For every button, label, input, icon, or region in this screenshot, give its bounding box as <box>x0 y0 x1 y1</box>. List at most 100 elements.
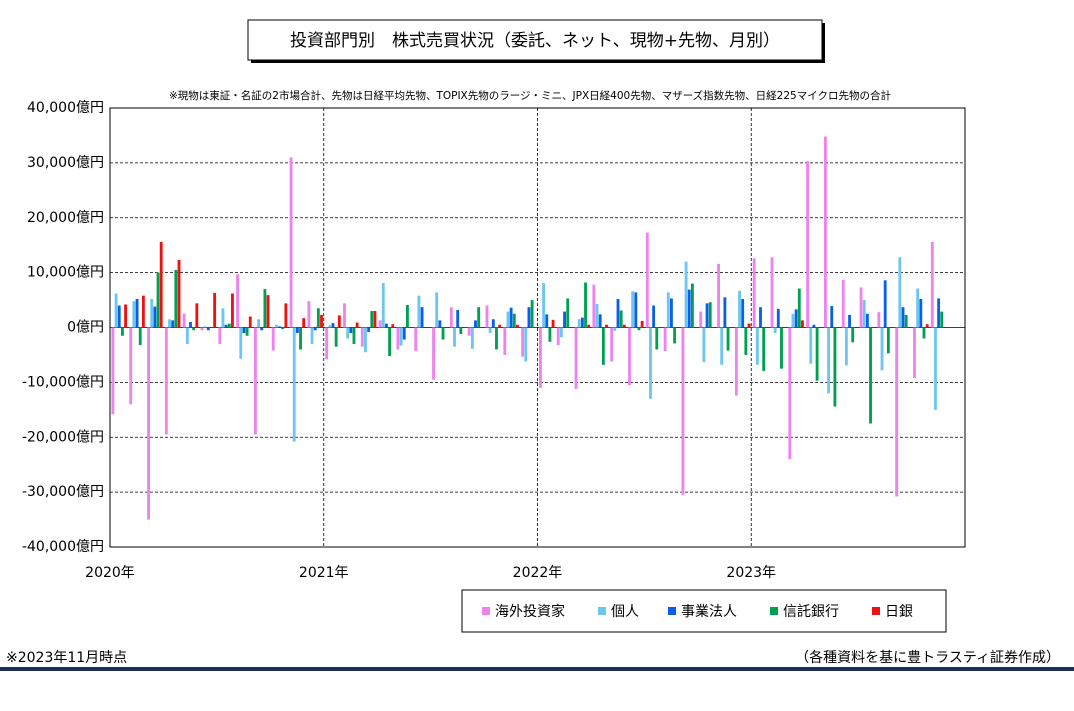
bar <box>320 314 323 328</box>
bar <box>307 301 311 328</box>
bar <box>844 327 848 366</box>
bar <box>556 327 560 346</box>
bar <box>248 316 252 328</box>
bar <box>726 327 730 351</box>
bar <box>111 327 115 415</box>
bar <box>780 327 783 369</box>
bar <box>263 289 267 328</box>
bar <box>755 327 759 365</box>
bar <box>271 327 275 351</box>
bar <box>281 327 285 330</box>
bar <box>174 269 178 328</box>
bar <box>221 308 225 328</box>
bar <box>449 307 453 328</box>
bar <box>527 307 531 328</box>
bar <box>355 322 359 328</box>
bar <box>402 327 406 340</box>
bar <box>797 288 801 328</box>
bar <box>260 327 264 331</box>
bar <box>622 324 626 328</box>
bar <box>503 327 507 355</box>
x-tick-label: 2021年 <box>299 565 349 581</box>
bar <box>830 306 834 328</box>
bar <box>367 327 371 332</box>
bar <box>794 309 798 328</box>
bar <box>913 327 916 378</box>
bar <box>168 319 171 328</box>
legend: 海外投資家 個人 事業法人 信託銀行 日銀 <box>482 603 913 620</box>
bar <box>153 306 157 328</box>
bar <box>640 320 644 328</box>
bar <box>637 327 641 331</box>
bar <box>239 327 243 359</box>
bar <box>177 260 181 328</box>
bar <box>185 327 189 344</box>
legend-label: 信託銀行 <box>783 604 839 620</box>
bar <box>801 320 804 328</box>
bar <box>343 303 346 328</box>
bar <box>257 319 261 328</box>
legend-swatch <box>668 607 676 615</box>
bar <box>542 283 546 328</box>
bar <box>435 292 439 328</box>
bar <box>313 327 317 331</box>
bar <box>687 289 691 328</box>
bar <box>699 311 703 328</box>
bar <box>592 284 596 328</box>
bar <box>192 327 196 331</box>
bar <box>388 327 392 357</box>
bar <box>937 298 941 328</box>
bar <box>141 295 145 328</box>
bar <box>373 311 377 328</box>
bar <box>135 298 139 328</box>
source: （各種資料を基に豊トラスティ証券作成） <box>795 649 1060 666</box>
bar <box>396 327 400 350</box>
bar <box>218 327 222 344</box>
legend-label: 個人 <box>611 604 639 620</box>
bottom-rule <box>0 667 1074 671</box>
bar <box>227 323 231 328</box>
bar <box>292 327 296 442</box>
bar <box>684 261 688 328</box>
bar <box>171 320 175 328</box>
bar <box>385 323 388 328</box>
bar <box>930 241 934 328</box>
bar <box>117 305 121 328</box>
bar <box>595 303 599 328</box>
bar <box>812 324 816 328</box>
y-tick-label: -20,000億円 <box>22 429 104 445</box>
bar <box>759 307 762 328</box>
bar <box>734 327 738 396</box>
bar <box>563 311 566 328</box>
x-tick-label: 2022年 <box>513 565 563 581</box>
bar <box>806 161 810 328</box>
bar <box>399 327 403 346</box>
bar <box>325 327 329 360</box>
bar <box>295 327 299 333</box>
bar <box>299 327 302 350</box>
bar <box>245 327 249 336</box>
bar <box>883 280 887 328</box>
bar <box>776 308 780 328</box>
bar <box>747 323 751 328</box>
bar <box>236 274 240 328</box>
bar <box>438 320 442 328</box>
bar <box>124 304 127 328</box>
bar <box>189 322 192 328</box>
bar <box>467 327 471 336</box>
bar <box>886 327 890 354</box>
bar <box>708 302 712 328</box>
bar <box>364 327 367 353</box>
y-tick-label: -10,000億円 <box>22 374 104 390</box>
bar <box>610 327 614 362</box>
legend-label: 日銀 <box>885 604 913 620</box>
bar <box>670 298 673 328</box>
bar <box>605 324 608 328</box>
bar <box>432 327 435 380</box>
bar <box>302 318 306 328</box>
bar <box>274 324 278 328</box>
bar <box>580 317 584 328</box>
bar <box>414 327 418 352</box>
